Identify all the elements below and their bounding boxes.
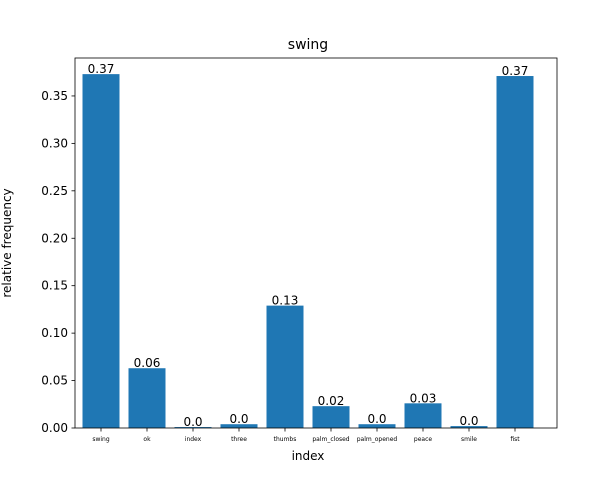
y-tick-label-0: 0.00	[41, 421, 68, 435]
x-tick-label-thumbs: thumbs	[274, 436, 297, 443]
x-tick-label-peace: peace	[414, 436, 432, 443]
bar-swing	[82, 74, 120, 428]
data-label-index: 0.0	[183, 415, 202, 429]
bar-palm_opened	[358, 424, 396, 428]
y-axis: 0.00 0.05 0.10 0.15 0.20 0.25 0.30 0.35	[41, 89, 75, 435]
x-axis-label: index	[292, 449, 325, 463]
data-labels-group: 0.37 0.06 0.0 0.0 0.13 0.02 0.0 0.03 0.0 0.37	[88, 62, 529, 429]
data-label-swing: 0.37	[88, 62, 115, 76]
y-axis-label: relative frequency	[0, 188, 14, 297]
bar-thumbs	[266, 305, 304, 428]
y-tick-label-7: 0.35	[41, 89, 68, 103]
data-label-fist: 0.37	[502, 64, 529, 78]
y-tick-label-4: 0.20	[41, 231, 68, 245]
x-tick-label-palm_opened: palm_opened	[357, 436, 398, 443]
bar-smile	[450, 426, 488, 428]
plot-frame	[74, 57, 558, 429]
x-tick-label-three: three	[231, 436, 247, 443]
x-tick-label-index: index	[185, 436, 202, 443]
data-label-palm_closed: 0.02	[318, 394, 345, 408]
bar-palm_closed	[312, 406, 350, 428]
x-tick-label-ok: ok	[143, 436, 151, 443]
bars-group	[82, 74, 534, 428]
x-tick-label-smile: smile	[461, 436, 477, 443]
y-tick-label-1: 0.05	[41, 374, 68, 388]
y-tick-label-2: 0.10	[41, 326, 68, 340]
x-tick-label-swing: swing	[92, 436, 110, 443]
data-label-thumbs: 0.13	[272, 294, 299, 308]
bar-fist	[496, 76, 534, 428]
bar-index	[174, 427, 212, 428]
y-tick-label-3: 0.15	[41, 279, 68, 293]
data-label-peace: 0.03	[410, 391, 437, 405]
y-tick-label-6: 0.30	[41, 136, 68, 150]
x-tick-label-palm_closed: palm_closed	[312, 436, 349, 443]
y-tick-label-5: 0.25	[41, 184, 68, 198]
bar-peace	[404, 403, 442, 428]
chart-title: swing	[288, 37, 328, 53]
data-label-palm_opened: 0.0	[367, 412, 386, 426]
x-tick-label-fist: fist	[510, 436, 520, 443]
bar-ok	[128, 368, 166, 428]
data-label-three: 0.0	[229, 412, 248, 426]
x-axis: swing ok index three thumbs palm_closed palm_o…	[92, 428, 520, 443]
data-label-ok: 0.06	[134, 356, 161, 370]
data-label-smile: 0.0	[459, 414, 478, 428]
bar-three	[220, 424, 258, 428]
